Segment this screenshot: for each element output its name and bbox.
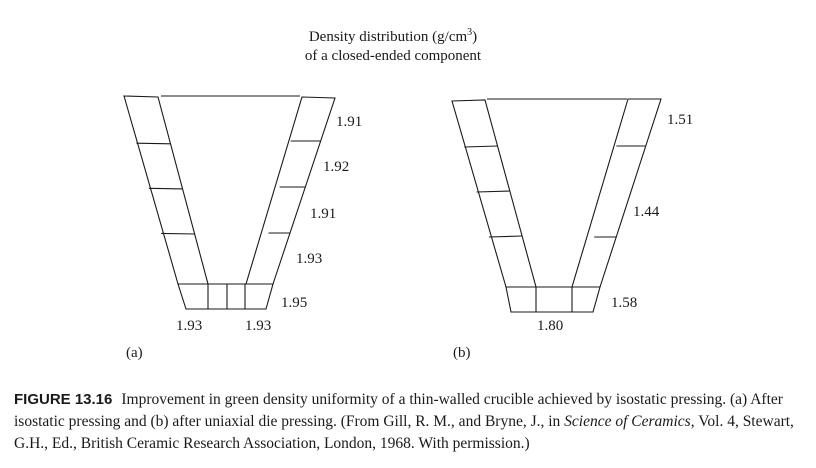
density-a-4: 1.93 — [296, 251, 322, 267]
density-b-middle: 1.44 — [633, 204, 660, 220]
density-a-bottom-right: 1.93 — [245, 318, 271, 334]
density-a-3: 1.91 — [310, 206, 336, 222]
crucible-b-base — [505, 286, 601, 313]
caption-text: Improvement in green density uniformity … — [14, 391, 783, 430]
crucible-b-left-wall — [451, 99, 537, 288]
crucible-a-left-division — [161, 232, 196, 235]
caption-journal: Science of Ceramics — [564, 413, 691, 430]
panel-label-b: (b) — [453, 345, 471, 361]
crucible-a — [123, 95, 336, 310]
crucible-a-base — [177, 283, 274, 310]
density-a-2: 1.92 — [323, 159, 349, 175]
density-a-corner: 1.95 — [281, 295, 307, 311]
crucible-a-left-division — [148, 187, 183, 190]
crucible-b-left-division — [464, 145, 498, 148]
caption-text-end: , Vol. 4, Stewart, G.H., Ed., British Ce… — [14, 413, 794, 452]
crucible-a-left-division — [136, 142, 171, 145]
crucible-a-left-wall — [123, 95, 209, 285]
diagram-title-line1: Density distribution (g/cm3) — [309, 27, 477, 45]
crucible-b-right-wall — [571, 98, 662, 288]
crucible-b-left-division — [488, 235, 523, 238]
figure-caption: FIGURE 13.16 Improvement in green density… — [14, 389, 806, 455]
figure-label: FIGURE 13.16 — [14, 391, 113, 408]
crucible-b — [451, 98, 662, 313]
density-a-bottom-left: 1.93 — [176, 318, 202, 334]
density-a-1: 1.91 — [336, 114, 362, 130]
panel-label-a: (a) — [126, 345, 143, 361]
diagram-title-line2: of a closed-ended component — [305, 48, 482, 64]
crucible-density-diagram: Density distribution (g/cm3) of a closed… — [123, 27, 693, 361]
crucible-b-left-division — [476, 190, 510, 193]
density-b-corner: 1.58 — [611, 295, 637, 311]
density-b-bottom: 1.80 — [537, 318, 563, 334]
density-b-top: 1.51 — [667, 112, 693, 128]
